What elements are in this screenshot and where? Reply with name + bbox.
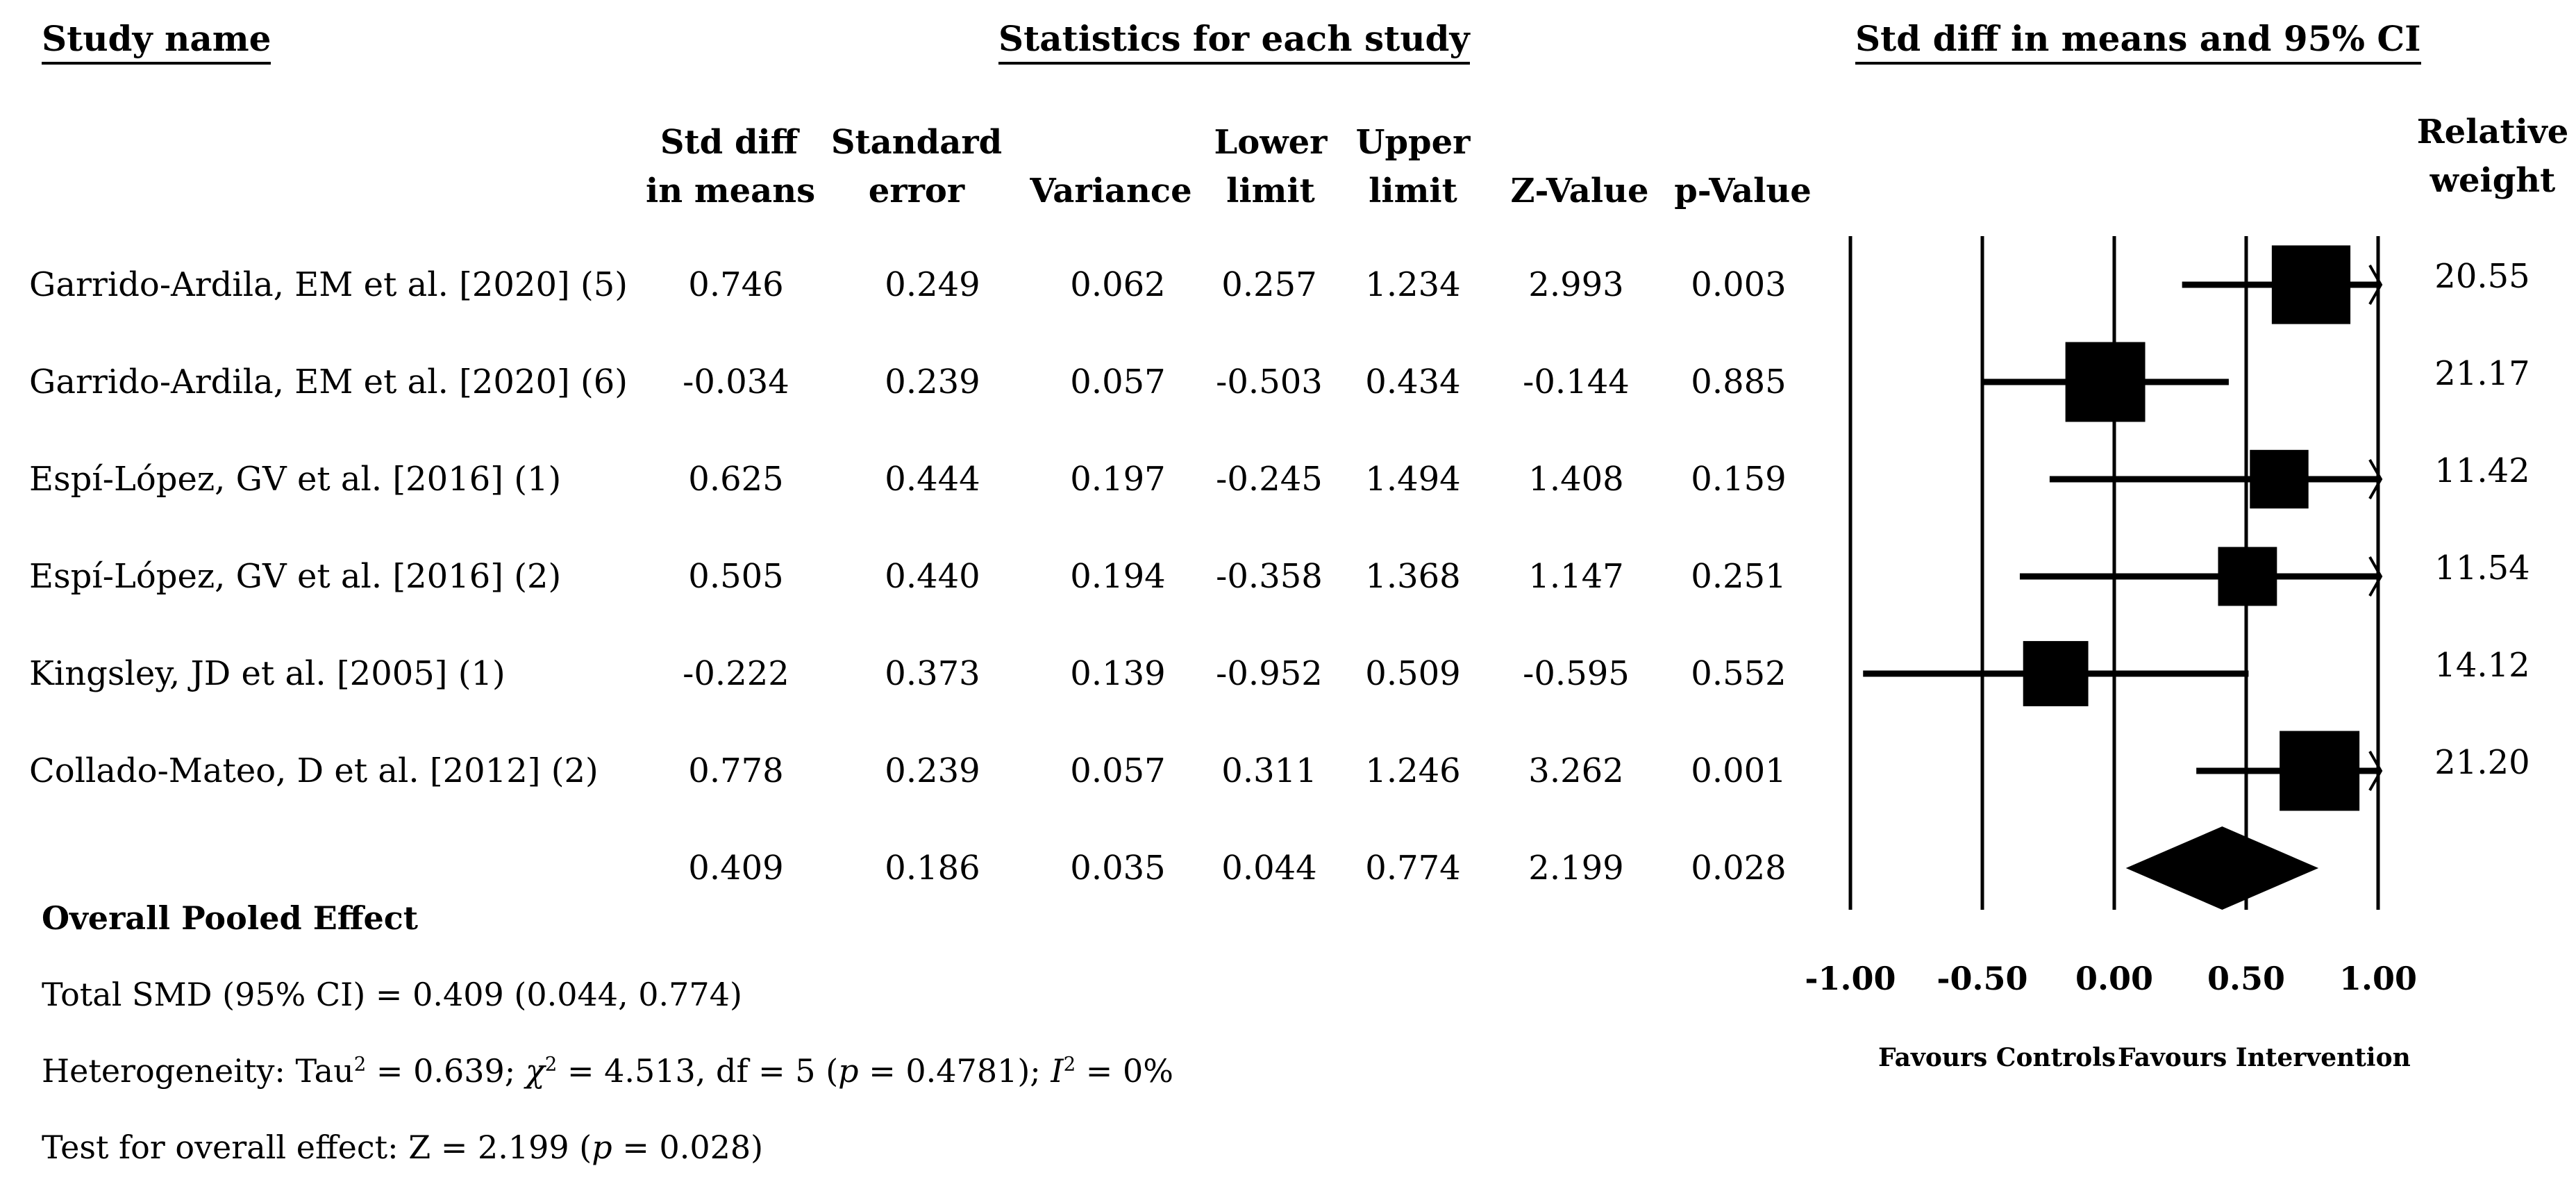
ci-arrow-right (2368, 556, 2383, 597)
variance-value: 0.194 (1070, 557, 1166, 596)
lower-value: 0.311 (1221, 751, 1317, 790)
weight-value: 21.17 (2434, 354, 2530, 393)
lower-value: -0.245 (1216, 460, 1323, 499)
study-name: Espí-López, GV et al. [2016] (2) (29, 557, 562, 596)
z-value: 1.408 (1528, 460, 1624, 499)
upper-value: 0.509 (1365, 654, 1461, 693)
variance-value: 0.197 (1070, 460, 1166, 499)
z-value: 1.147 (1528, 557, 1624, 596)
lower-value: -0.503 (1216, 363, 1323, 401)
upper-value: 1.368 (1365, 557, 1461, 596)
se-value: 0.440 (885, 557, 980, 596)
pooled-upper-value: 0.774 (1365, 849, 1461, 888)
ci-arrow-right (2368, 459, 2383, 499)
ci-arrow-right (2368, 265, 2383, 305)
se-value: 0.249 (885, 265, 980, 304)
col-header-smd: Std diff in means (646, 123, 816, 210)
weight-value: 11.54 (2434, 549, 2530, 588)
study-name: Garrido-Ardila, EM et al. [2020] (6) (29, 363, 628, 401)
favours-controls-label: Favours Controls (1878, 1043, 2116, 1072)
x-tick-label: -1.00 (1805, 960, 1896, 997)
weight-value: 20.55 (2434, 257, 2530, 296)
weight-value: 21.20 (2434, 743, 2530, 782)
pooled-se-value: 0.186 (885, 849, 980, 888)
p-value: 0.251 (1691, 557, 1787, 596)
study-name: Kingsley, JD et al. [2005] (1) (29, 654, 505, 693)
smd-value: -0.222 (683, 654, 789, 693)
study-name-header: Study name (42, 18, 271, 65)
study-estimate-square (2065, 342, 2146, 422)
smd-value: 0.625 (688, 460, 784, 499)
favours-intervention-label: Favours Intervention (2118, 1043, 2411, 1072)
weight-value: 14.12 (2434, 646, 2530, 685)
ci-arrow-right (2368, 751, 2383, 791)
study-name: Espí-López, GV et al. [2016] (1) (29, 460, 562, 499)
smd-value: 0.505 (688, 557, 784, 596)
variance-value: 0.057 (1070, 751, 1166, 790)
x-tick-label: 0.00 (2075, 960, 2154, 997)
col-header-z: Z-Value (1510, 172, 1649, 210)
se-value: 0.239 (885, 751, 980, 790)
study-estimate-square (2271, 245, 2351, 324)
x-tick-label: -0.50 (1937, 960, 2028, 997)
study-estimate-square (2218, 547, 2277, 606)
col-header-se: Standard error (830, 123, 1003, 210)
col-header-lower: Lower limit (1214, 123, 1328, 210)
col-header-upper: Upper limit (1355, 123, 1471, 210)
upper-value: 1.494 (1365, 460, 1461, 499)
variance-value: 0.062 (1070, 265, 1166, 304)
overall-effect-test-line: Test for overall effect: Z = 2.199 (p = … (42, 1129, 764, 1166)
study-estimate-square (2280, 731, 2360, 811)
z-value: 2.993 (1528, 265, 1624, 304)
study-name: Collado-Mateo, D et al. [2012] (2) (29, 751, 599, 790)
statistics-header: Statistics for each study (998, 18, 1470, 65)
z-value: 3.262 (1528, 751, 1624, 790)
study-estimate-square (2250, 449, 2309, 509)
se-value: 0.373 (885, 654, 980, 693)
lower-value: 0.257 (1221, 265, 1317, 304)
smd-value: 0.778 (688, 751, 784, 790)
col-header-weight: Relative weight (2416, 113, 2569, 200)
pooled-z-value: 2.199 (1528, 849, 1624, 888)
upper-value: 1.246 (1365, 751, 1461, 790)
smd-value: 0.746 (688, 265, 784, 304)
upper-value: 1.234 (1365, 265, 1461, 304)
p-value: 0.552 (1691, 654, 1787, 693)
pooled-diamond (2125, 826, 2319, 910)
pooled-variance-value: 0.035 (1070, 849, 1166, 888)
col-header-p: p-Value (1674, 172, 1812, 210)
study-name: Garrido-Ardila, EM et al. [2020] (5) (29, 265, 628, 304)
variance-value: 0.139 (1070, 654, 1166, 693)
ci-header: Std diff in means and 95% CI (1855, 18, 2421, 65)
pooled-p-value: 0.028 (1691, 849, 1787, 888)
study-estimate-square (2023, 641, 2089, 706)
col-header-variance: Variance (1030, 172, 1192, 210)
x-tick-label: 0.50 (2207, 960, 2286, 997)
total-smd-line: Total SMD (95% CI) = 0.409 (0.044, 0.774… (42, 976, 742, 1013)
smd-value: -0.034 (683, 363, 789, 401)
p-value: 0.001 (1691, 751, 1787, 790)
se-value: 0.444 (885, 460, 980, 499)
se-value: 0.239 (885, 363, 980, 401)
lower-value: -0.358 (1216, 557, 1323, 596)
p-value: 0.159 (1691, 460, 1787, 499)
z-value: -0.595 (1523, 654, 1630, 693)
heterogeneity-line: Heterogeneity: Tau2 = 0.639; χ2 = 4.513,… (42, 1052, 1173, 1090)
pooled-lower-value: 0.044 (1221, 849, 1317, 888)
pooled-smd-value: 0.409 (688, 849, 784, 888)
z-value: -0.144 (1523, 363, 1630, 401)
overall-pooled-label: Overall Pooled Effect (42, 899, 419, 937)
p-value: 0.885 (1691, 363, 1787, 401)
weight-value: 11.42 (2434, 451, 2530, 490)
p-value: 0.003 (1691, 265, 1787, 304)
x-tick-label: 1.00 (2339, 960, 2418, 997)
upper-value: 0.434 (1365, 363, 1461, 401)
lower-value: -0.952 (1216, 654, 1323, 693)
variance-value: 0.057 (1070, 363, 1166, 401)
